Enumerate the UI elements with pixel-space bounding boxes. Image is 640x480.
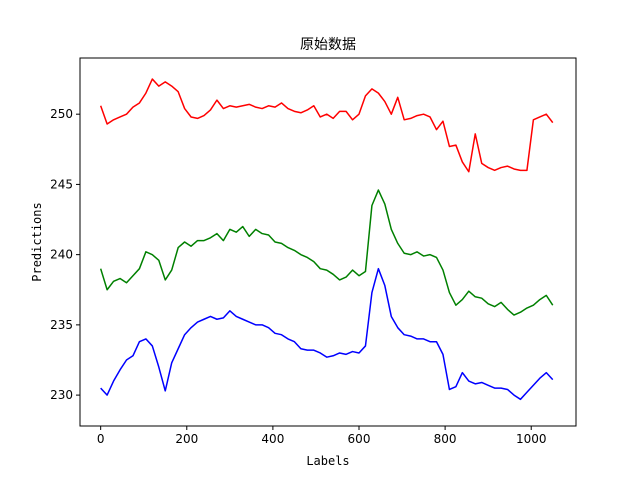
series-line-0 [99,78,554,173]
x-tick-label: 200 [175,432,198,446]
x-axis-label: Labels [306,454,349,468]
series-line-1 [99,189,554,316]
plot-area-frame [79,57,577,427]
series-layer [99,78,554,401]
x-tick-label: 1000 [516,432,547,446]
y-tick-label: 245 [50,177,73,191]
tick-layer: 0 200 400 600 800 1000 230 235 240 245 250 [50,107,546,446]
x-tick-label: 0 [97,432,105,446]
y-axis-label: Predictions [30,202,44,281]
y-tick-label: 250 [50,107,73,121]
x-tick-label: 600 [348,432,371,446]
x-tick-label: 400 [261,432,284,446]
series-line-2 [100,267,554,401]
x-tick-label: 800 [434,432,457,446]
y-tick-label: 230 [50,388,73,402]
y-tick-label: 240 [50,248,73,262]
chart-title: 原始数据 [300,37,356,53]
y-tick-label: 235 [50,318,73,332]
